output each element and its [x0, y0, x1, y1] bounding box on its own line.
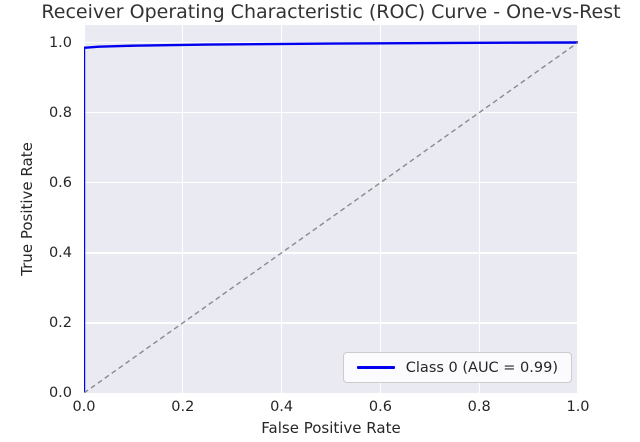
gridline-horizontal	[84, 252, 578, 254]
y-tick-label: 1.0	[48, 34, 72, 51]
x-tick-label: 0.6	[368, 399, 392, 415]
y-axis-label: True Positive Rate	[18, 142, 36, 276]
y-tick-label: 0.2	[48, 314, 72, 331]
y-tick-label: 0.0	[48, 385, 72, 401]
gridline-vertical	[577, 25, 579, 393]
roc-curve	[84, 41, 578, 393]
x-tick-label: 1.0	[566, 399, 590, 415]
gridline-vertical	[182, 25, 184, 393]
y-tick-label: 0.6	[48, 174, 72, 191]
x-tick-label: 0.4	[270, 399, 294, 415]
x-tick-label: 0.8	[467, 399, 491, 415]
chance-line	[84, 41, 578, 393]
x-tick-label: 0.2	[171, 399, 195, 415]
y-tick-label: 0.8	[48, 104, 72, 121]
plot-area: Class 0 (AUC = 0.99)	[83, 25, 579, 393]
gridline-vertical	[379, 25, 382, 393]
gridline-vertical	[280, 25, 283, 393]
gridline-horizontal	[84, 182, 578, 184]
x-axis-label: False Positive Rate	[261, 419, 401, 437]
legend-label: Class 0 (AUC = 0.99)	[405, 359, 558, 376]
chart-title: Receiver Operating Characteristic (ROC) …	[41, 1, 621, 23]
gridline-horizontal	[84, 322, 578, 324]
y-tick-label: 0.4	[48, 244, 72, 261]
gridline-vertical	[478, 25, 480, 393]
legend: Class 0 (AUC = 0.99)	[342, 352, 572, 383]
gridline-horizontal	[84, 111, 578, 114]
x-tick-label: 0.0	[72, 399, 96, 415]
roc-svg	[84, 41, 578, 393]
legend-line-sample	[356, 366, 395, 369]
